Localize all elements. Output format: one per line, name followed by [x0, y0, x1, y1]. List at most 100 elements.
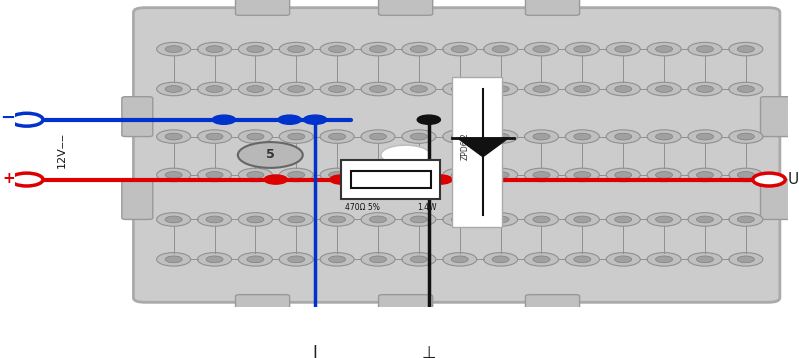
Circle shape: [566, 168, 599, 182]
Circle shape: [361, 42, 395, 56]
Circle shape: [279, 82, 313, 96]
Circle shape: [330, 175, 353, 184]
Circle shape: [697, 256, 714, 263]
Circle shape: [247, 46, 264, 53]
Circle shape: [647, 42, 681, 56]
Circle shape: [288, 256, 304, 263]
Circle shape: [614, 171, 632, 178]
FancyBboxPatch shape: [526, 295, 579, 318]
Circle shape: [402, 168, 436, 182]
Circle shape: [443, 130, 477, 143]
Text: −: −: [0, 109, 15, 127]
Circle shape: [443, 82, 477, 96]
Circle shape: [656, 171, 673, 178]
Circle shape: [206, 133, 223, 140]
Circle shape: [697, 86, 714, 92]
Circle shape: [197, 42, 232, 56]
Circle shape: [328, 171, 346, 178]
Circle shape: [697, 46, 714, 53]
Circle shape: [697, 133, 714, 140]
Circle shape: [320, 42, 354, 56]
Circle shape: [606, 253, 640, 266]
Circle shape: [737, 86, 754, 92]
Text: U: U: [788, 172, 799, 187]
Circle shape: [411, 171, 427, 178]
Circle shape: [157, 213, 191, 226]
Circle shape: [483, 168, 518, 182]
Circle shape: [369, 86, 387, 92]
Circle shape: [483, 213, 518, 226]
Circle shape: [361, 213, 395, 226]
Circle shape: [197, 168, 232, 182]
Circle shape: [157, 42, 191, 56]
Circle shape: [688, 168, 722, 182]
Circle shape: [737, 133, 754, 140]
Circle shape: [320, 213, 354, 226]
Circle shape: [647, 82, 681, 96]
FancyBboxPatch shape: [761, 180, 792, 219]
FancyBboxPatch shape: [351, 171, 431, 188]
Circle shape: [402, 253, 436, 266]
Circle shape: [656, 216, 673, 223]
Circle shape: [729, 82, 763, 96]
Circle shape: [279, 253, 313, 266]
Circle shape: [533, 86, 550, 92]
Circle shape: [566, 130, 599, 143]
Circle shape: [647, 213, 681, 226]
Circle shape: [737, 46, 754, 53]
Circle shape: [656, 86, 673, 92]
Circle shape: [614, 46, 632, 53]
Circle shape: [483, 42, 518, 56]
Circle shape: [361, 168, 395, 182]
Circle shape: [524, 253, 559, 266]
Circle shape: [606, 82, 640, 96]
Circle shape: [737, 171, 754, 178]
Circle shape: [369, 216, 387, 223]
Circle shape: [443, 213, 477, 226]
Circle shape: [304, 115, 327, 124]
Circle shape: [402, 82, 436, 96]
Circle shape: [288, 46, 304, 53]
Circle shape: [451, 256, 468, 263]
Circle shape: [492, 216, 509, 223]
Circle shape: [566, 42, 599, 56]
Circle shape: [361, 130, 395, 143]
Circle shape: [238, 213, 272, 226]
Text: ZPD6,2: ZPD6,2: [461, 132, 470, 160]
Circle shape: [647, 253, 681, 266]
Circle shape: [279, 42, 313, 56]
Circle shape: [369, 256, 387, 263]
Circle shape: [688, 82, 722, 96]
Circle shape: [288, 133, 304, 140]
Circle shape: [165, 256, 182, 263]
Circle shape: [206, 86, 223, 92]
FancyBboxPatch shape: [121, 180, 153, 219]
FancyBboxPatch shape: [133, 8, 780, 302]
Circle shape: [411, 86, 427, 92]
Circle shape: [647, 168, 681, 182]
Circle shape: [566, 253, 599, 266]
Text: 5: 5: [266, 149, 275, 161]
Circle shape: [533, 216, 550, 223]
Circle shape: [328, 216, 346, 223]
Circle shape: [369, 133, 387, 140]
Text: +: +: [2, 170, 15, 185]
Circle shape: [328, 133, 346, 140]
Circle shape: [157, 253, 191, 266]
Circle shape: [197, 82, 232, 96]
Circle shape: [157, 82, 191, 96]
Circle shape: [483, 82, 518, 96]
Circle shape: [492, 171, 509, 178]
FancyBboxPatch shape: [236, 295, 289, 318]
Circle shape: [656, 133, 673, 140]
Circle shape: [574, 46, 591, 53]
Circle shape: [247, 171, 264, 178]
Circle shape: [165, 133, 182, 140]
Circle shape: [10, 113, 43, 126]
Circle shape: [451, 216, 468, 223]
Circle shape: [361, 253, 395, 266]
Circle shape: [533, 256, 550, 263]
FancyBboxPatch shape: [341, 160, 440, 199]
Circle shape: [451, 86, 468, 92]
Circle shape: [737, 256, 754, 263]
